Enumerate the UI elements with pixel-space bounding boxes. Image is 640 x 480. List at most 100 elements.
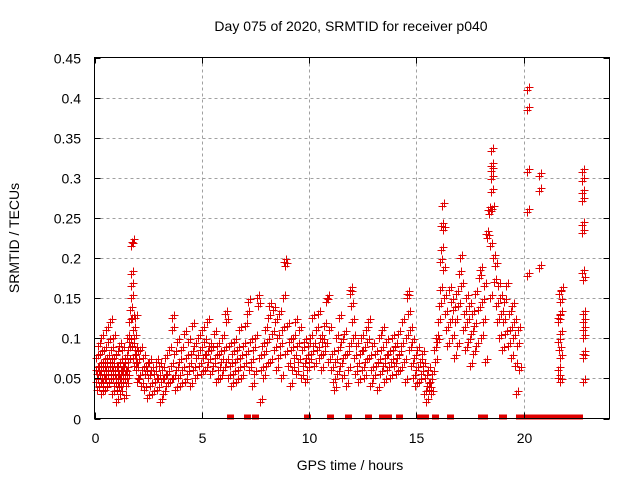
data-point xyxy=(295,339,304,348)
data-point xyxy=(136,371,145,380)
data-point xyxy=(454,287,463,296)
data-point xyxy=(292,351,301,360)
data-points xyxy=(92,83,590,420)
data-point xyxy=(109,343,118,352)
data-point xyxy=(581,273,590,282)
data-point xyxy=(129,267,138,276)
data-point xyxy=(114,395,123,404)
data-point xyxy=(200,323,209,332)
zero-value-point xyxy=(422,414,429,420)
data-point xyxy=(489,172,498,181)
x-tick-labels: 0 5 10 15 20 xyxy=(92,430,533,446)
data-point xyxy=(490,202,499,211)
zero-value-point xyxy=(252,414,259,420)
data-point xyxy=(207,339,216,348)
data-point xyxy=(158,395,167,404)
axis-ticks xyxy=(94,57,610,420)
data-point xyxy=(406,307,415,316)
data-point xyxy=(196,331,205,340)
data-point xyxy=(465,315,474,324)
zero-value-point xyxy=(557,414,564,420)
data-point xyxy=(430,367,439,376)
zero-value-point xyxy=(304,414,311,420)
data-point xyxy=(429,387,438,396)
data-point xyxy=(558,375,567,384)
data-point xyxy=(517,363,526,372)
data-point xyxy=(436,315,445,324)
data-point xyxy=(405,291,414,300)
data-point xyxy=(170,311,179,320)
data-point xyxy=(236,363,245,372)
data-point xyxy=(209,343,218,352)
data-point xyxy=(469,327,478,336)
x-tick-label: 0 xyxy=(92,430,100,446)
data-point xyxy=(464,291,473,300)
data-point xyxy=(213,351,222,360)
data-point xyxy=(476,303,485,312)
data-point xyxy=(492,275,501,284)
data-point xyxy=(362,371,371,380)
data-point xyxy=(496,279,505,288)
data-point xyxy=(462,307,471,316)
data-point xyxy=(194,351,203,360)
data-point xyxy=(264,359,273,368)
data-point xyxy=(452,351,461,360)
data-point xyxy=(414,363,423,372)
data-point xyxy=(410,335,419,344)
data-point xyxy=(473,287,482,296)
data-point xyxy=(319,363,328,372)
zero-value-point xyxy=(571,414,578,420)
data-point xyxy=(293,315,302,324)
data-point xyxy=(129,279,138,288)
data-point xyxy=(288,379,297,388)
data-point xyxy=(377,331,386,340)
data-point xyxy=(507,307,516,316)
data-point xyxy=(101,355,110,364)
data-point xyxy=(494,299,503,308)
y-tick-label: 0.1 xyxy=(62,331,82,347)
data-point xyxy=(135,375,144,384)
data-point xyxy=(384,335,393,344)
data-point xyxy=(252,367,261,376)
data-point xyxy=(294,367,303,376)
data-point xyxy=(249,355,258,364)
data-point xyxy=(323,339,332,348)
data-point xyxy=(281,291,290,300)
data-point xyxy=(537,261,546,270)
data-point xyxy=(558,307,567,316)
data-point xyxy=(250,379,259,388)
data-point xyxy=(244,347,253,356)
data-point xyxy=(413,379,422,388)
data-point xyxy=(513,359,522,368)
data-point xyxy=(235,343,244,352)
y-tick-label: 0.05 xyxy=(54,371,81,387)
data-point xyxy=(404,331,413,340)
data-point xyxy=(114,347,123,356)
zero-value-point xyxy=(244,414,251,420)
chart-title: Day 075 of 2020, SRMTID for receiver p04… xyxy=(214,18,487,34)
data-point xyxy=(556,315,565,324)
data-point xyxy=(558,327,567,336)
data-point xyxy=(558,351,567,360)
data-point xyxy=(220,331,229,340)
data-point xyxy=(388,371,397,380)
data-point xyxy=(367,351,376,360)
data-point xyxy=(385,363,394,372)
data-point xyxy=(331,375,340,384)
data-point xyxy=(317,351,326,360)
y-axis-label: SRMTID / TECUs xyxy=(6,183,22,293)
data-point xyxy=(302,335,311,344)
data-point xyxy=(558,295,567,304)
data-point xyxy=(368,379,377,388)
data-point xyxy=(102,343,111,352)
data-point xyxy=(268,355,277,364)
data-point xyxy=(212,327,221,336)
data-point xyxy=(133,311,142,320)
data-point xyxy=(197,359,206,368)
data-point xyxy=(471,347,480,356)
data-point xyxy=(273,315,282,324)
data-point xyxy=(224,355,233,364)
data-point xyxy=(224,315,233,324)
data-point xyxy=(278,339,287,348)
x-tick-label: 10 xyxy=(302,430,318,446)
